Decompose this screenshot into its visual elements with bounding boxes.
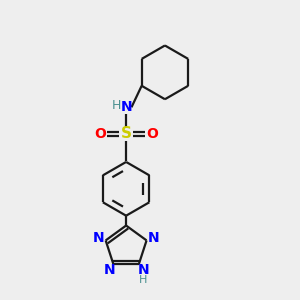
Text: N: N: [93, 231, 104, 245]
Text: N: N: [121, 100, 133, 114]
Text: S: S: [121, 126, 132, 141]
Text: N: N: [148, 231, 160, 245]
Text: N: N: [103, 263, 115, 278]
Text: O: O: [146, 127, 158, 141]
Text: N: N: [137, 263, 149, 278]
Text: O: O: [94, 127, 106, 141]
Text: H: H: [112, 99, 121, 112]
Text: H: H: [139, 275, 147, 285]
